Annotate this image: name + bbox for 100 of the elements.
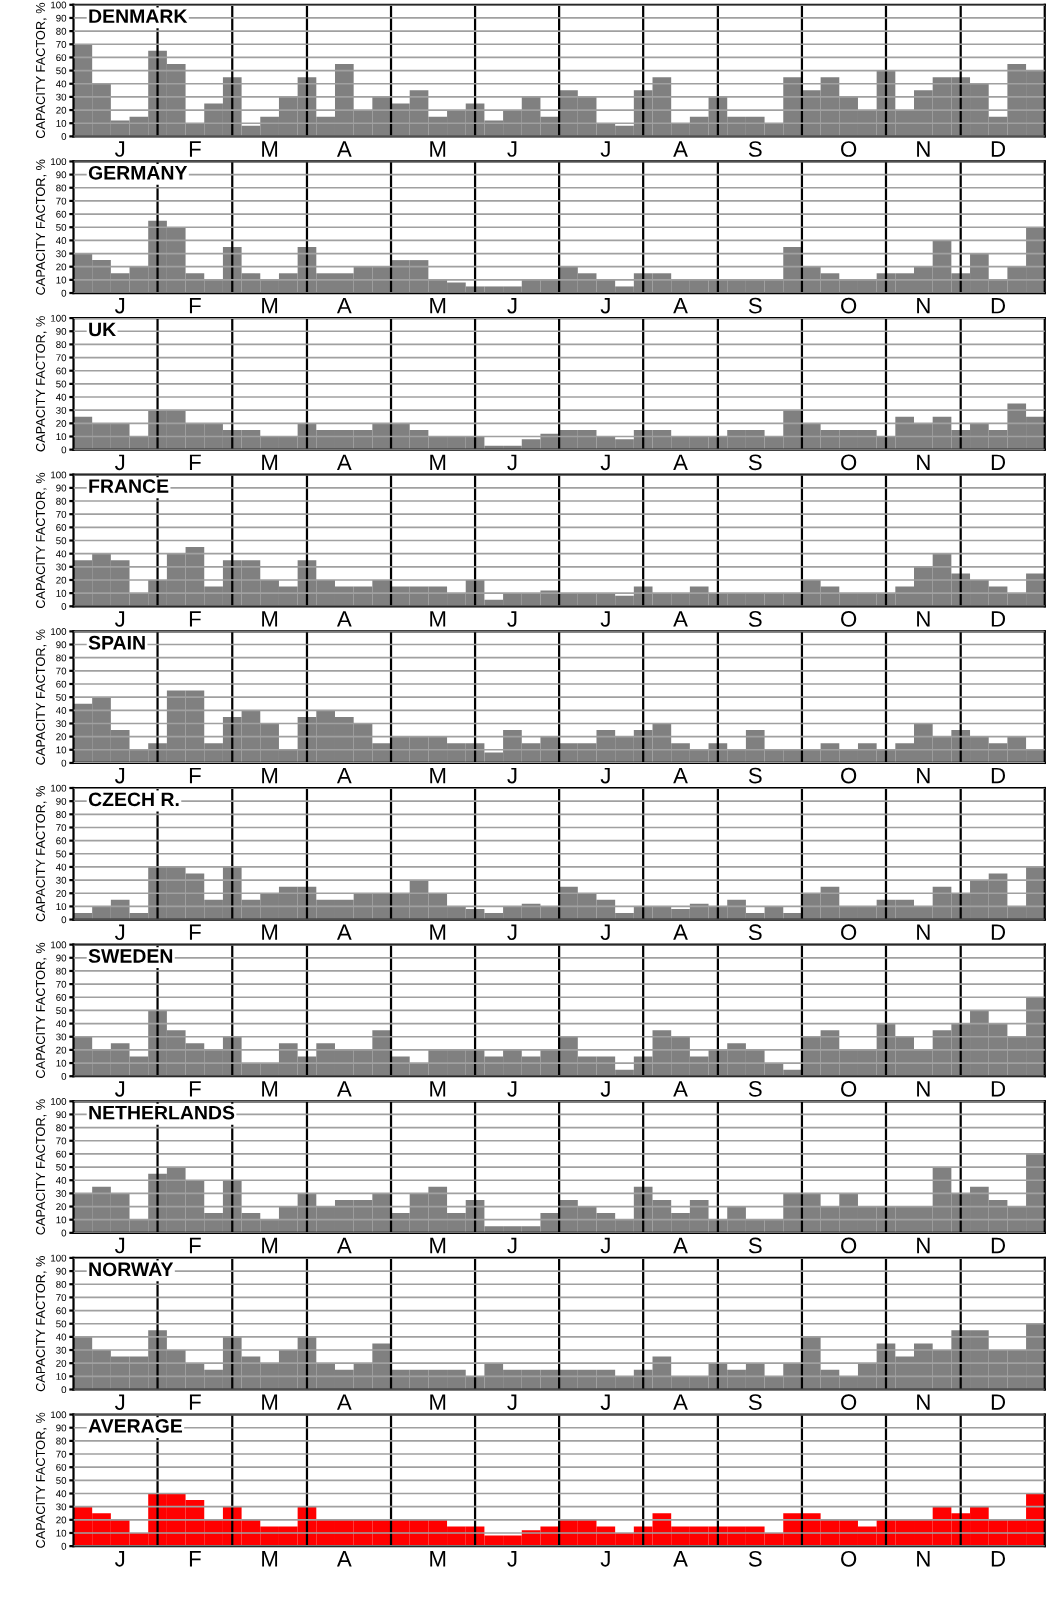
x-tick-label: A: [673, 924, 688, 940]
x-tick-label: J: [114, 1551, 125, 1567]
x-tick-label: F: [189, 1081, 201, 1097]
x-tick-label: O: [841, 767, 857, 784]
x-tick-label: A: [336, 1551, 352, 1567]
x-tick-label: S: [748, 1237, 762, 1254]
x-tick-label: D: [991, 924, 1006, 940]
chart-title: FRANCE: [89, 479, 169, 493]
x-tick-label: D: [991, 298, 1006, 314]
x-tick-label: J: [600, 611, 610, 627]
x-tick-label: M: [262, 1551, 278, 1567]
x-tick-label: J: [114, 454, 125, 471]
x-tick-label: M: [430, 767, 446, 784]
x-tick-label: A: [336, 141, 352, 157]
chart-title: NETHERLANDS: [89, 1105, 235, 1120]
x-tick-label: S: [748, 924, 762, 941]
x-tick-label: N: [917, 454, 930, 470]
chart-title: GERMANY: [88, 165, 188, 180]
x-tick-label: F: [189, 298, 201, 314]
x-tick-label: J: [600, 767, 610, 784]
x-tick-label: A: [336, 454, 352, 470]
x-tick-label: J: [600, 454, 610, 471]
x-tick-label: J: [600, 298, 610, 314]
chart-title: SWEDEN: [88, 949, 173, 963]
x-tick-label: M: [430, 611, 446, 627]
x-tick-label: A: [336, 298, 352, 314]
x-tick-label: D: [991, 1237, 1006, 1254]
x-tick-label: M: [430, 1551, 446, 1567]
x-tick-label: S: [748, 454, 762, 471]
x-tick-label: M: [262, 141, 278, 157]
x-tick-label: O: [841, 141, 857, 157]
x-tick-label: M: [262, 1237, 278, 1254]
x-tick-label: A: [336, 767, 352, 784]
x-tick-label: D: [991, 611, 1006, 627]
x-tick-label: J: [114, 611, 125, 627]
x-tick-label: A: [673, 611, 688, 627]
x-tick-label: N: [917, 1237, 930, 1254]
x-tick-label: F: [189, 1237, 201, 1254]
x-tick-label: M: [262, 1394, 278, 1410]
x-tick-label: A: [336, 924, 352, 940]
x-tick-label: A: [673, 298, 688, 314]
chart-title: AVERAGE: [88, 1419, 183, 1433]
x-tick-label: J: [114, 141, 125, 157]
x-tick-label: S: [748, 611, 762, 627]
x-tick-label: J: [507, 1394, 517, 1410]
x-tick-label: J: [507, 454, 517, 471]
x-tick-label: J: [114, 924, 125, 941]
x-tick-label: M: [430, 924, 446, 940]
x-tick-label: O: [841, 611, 857, 627]
x-tick-label: J: [507, 924, 517, 941]
x-tick-label: M: [430, 1394, 446, 1410]
x-tick-label: D: [991, 767, 1006, 784]
x-tick-label: J: [507, 1081, 517, 1097]
x-tick-label: F: [189, 454, 201, 470]
x-tick-label: S: [748, 1394, 762, 1410]
x-tick-label: F: [189, 1394, 201, 1410]
x-tick-label: M: [262, 298, 278, 314]
x-tick-label: F: [189, 611, 201, 627]
x-tick-label: A: [673, 1081, 688, 1097]
x-tick-label: N: [917, 141, 930, 157]
x-tick-label: M: [430, 298, 446, 314]
x-tick-label: M: [430, 1081, 446, 1097]
x-tick-label: A: [336, 1081, 352, 1097]
x-tick-label: J: [114, 1237, 125, 1254]
x-tick-label: N: [917, 767, 930, 784]
x-tick-label: J: [600, 1551, 610, 1567]
x-tick-label: J: [114, 1081, 125, 1097]
x-tick-label: N: [917, 1081, 930, 1097]
x-tick-label: N: [917, 298, 930, 314]
chart-title: NORWAY: [89, 1262, 174, 1277]
x-tick-label: J: [600, 1394, 610, 1410]
x-tick-label: O: [841, 924, 857, 941]
x-tick-label: A: [336, 1237, 352, 1254]
x-tick-label: S: [748, 1080, 762, 1097]
x-tick-label: M: [430, 141, 446, 157]
x-tick-label: N: [917, 611, 930, 627]
x-tick-label: M: [262, 767, 278, 784]
x-tick-label: A: [673, 1237, 688, 1254]
x-tick-label: D: [991, 1081, 1006, 1097]
x-tick-label: A: [673, 454, 688, 470]
x-tick-label: J: [507, 141, 517, 157]
x-tick-label: O: [841, 1080, 857, 1097]
chart-title: DENMARK: [89, 9, 188, 23]
x-tick-label: D: [991, 1551, 1006, 1567]
x-tick-label: D: [991, 141, 1006, 157]
x-tick-label: M: [262, 1081, 278, 1097]
x-tick-label: M: [262, 924, 278, 940]
x-tick-label: A: [336, 1394, 352, 1410]
x-tick-label: J: [114, 1394, 125, 1410]
x-tick-label: A: [673, 1551, 688, 1567]
x-tick-label: M: [430, 1237, 446, 1254]
x-tick-label: D: [991, 1394, 1006, 1410]
x-tick-label: F: [189, 1551, 201, 1567]
x-tick-label: D: [991, 454, 1006, 470]
x-tick-label: A: [673, 767, 688, 784]
x-tick-label: F: [189, 141, 201, 157]
x-tick-label: M: [430, 454, 446, 470]
x-tick-label: S: [748, 1550, 762, 1567]
x-tick-label: O: [841, 297, 857, 314]
x-tick-label: J: [600, 1081, 610, 1097]
